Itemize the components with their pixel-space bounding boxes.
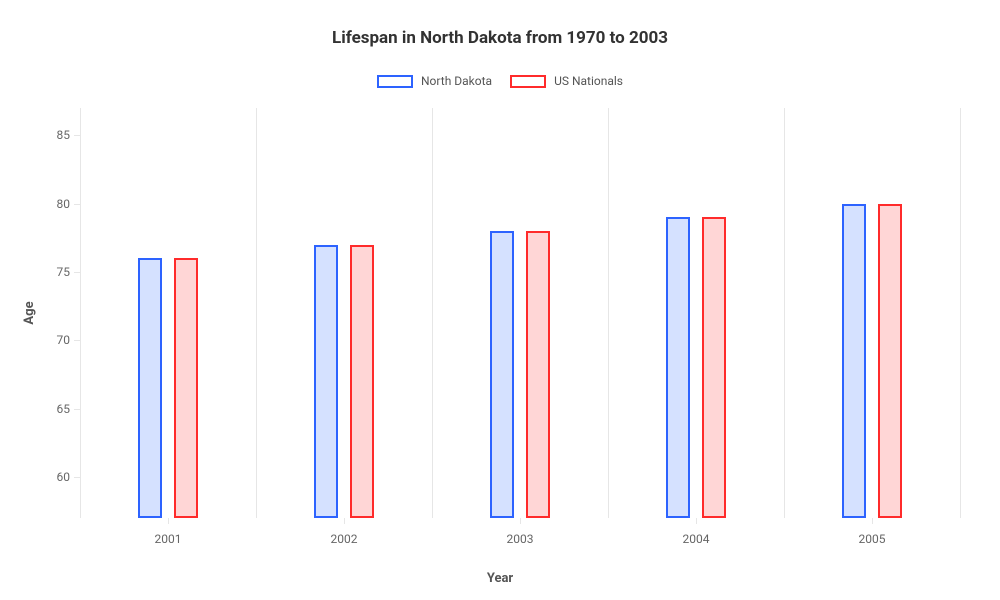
gridline [80,108,81,518]
legend-swatch [510,75,546,88]
x-tick-label: 2001 [155,532,182,546]
chart-container: Lifespan in North Dakota from 1970 to 20… [0,0,1000,600]
chart-legend: North Dakota US Nationals [0,74,1000,88]
x-tick [168,518,169,524]
bar [878,204,902,518]
x-tick-label: 2002 [331,532,358,546]
gridline [432,108,433,518]
y-tick-label: 60 [57,470,71,484]
chart-title: Lifespan in North Dakota from 1970 to 20… [0,0,1000,48]
y-tick-label: 75 [57,265,71,279]
bar [314,245,338,518]
y-tick-label: 80 [57,197,71,211]
y-tick-label: 85 [57,128,71,142]
gridline [256,108,257,518]
legend-item: North Dakota [377,74,492,88]
legend-label: US Nationals [554,74,623,88]
bar [842,204,866,518]
x-tick-label: 2004 [683,532,710,546]
bar [174,258,198,518]
gridline [608,108,609,518]
y-tick-label: 65 [57,402,71,416]
x-tick [520,518,521,524]
gridline [784,108,785,518]
x-tick [344,518,345,524]
legend-swatch [377,75,413,88]
x-axis-title: Year [0,571,1000,586]
legend-item: US Nationals [510,74,623,88]
x-axis: 2001 2002 2003 2004 2005 [80,518,960,548]
bar [526,231,550,518]
bar [666,217,690,518]
x-tick [696,518,697,524]
bar [490,231,514,518]
x-tick-label: 2005 [859,532,886,546]
plot-area [80,108,960,518]
bar [138,258,162,518]
bar [350,245,374,518]
x-tick-label: 2003 [507,532,534,546]
bar [702,217,726,518]
legend-label: North Dakota [421,74,492,88]
gridline [960,108,961,518]
x-tick [872,518,873,524]
y-tick-label: 70 [57,333,71,347]
y-axis: 60 65 70 75 80 85 [0,108,80,518]
